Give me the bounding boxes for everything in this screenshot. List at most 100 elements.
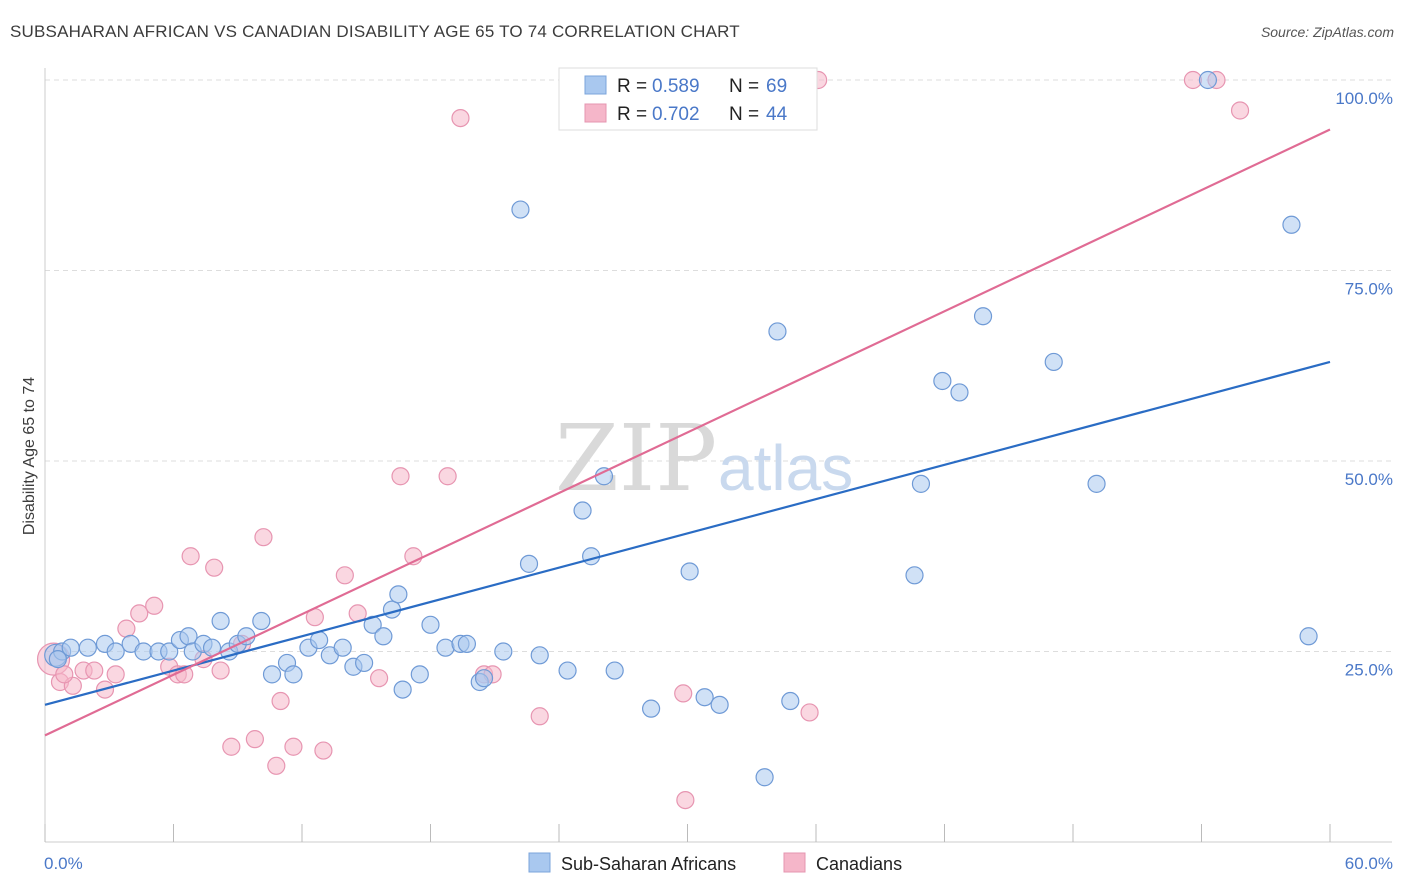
point-canadians-37 [800, 703, 819, 722]
point-canadians-7 [117, 619, 136, 638]
point-canadians-8 [130, 604, 149, 623]
point-canadians-25 [335, 566, 354, 585]
point-sub-saharan-48 [594, 467, 614, 486]
y-tick-label-100: 100.0% [1335, 89, 1393, 108]
grid-layer [45, 79, 1392, 652]
legend-swatch-sub-saharan [528, 852, 551, 873]
ticks-layer: 25.0% 50.0% 75.0% 100.0% 0.0% 60.0% [44, 89, 1393, 873]
point-sub-saharan-40 [474, 669, 494, 688]
point-canadians-16 [222, 737, 241, 756]
point-sub-saharan-44 [530, 646, 549, 665]
legend-n-value-2: 44 [766, 104, 788, 125]
point-sub-saharan-36 [436, 638, 455, 657]
point-sub-saharan-41 [494, 642, 513, 661]
point-sub-saharan-51 [680, 562, 699, 581]
point-canadians-9 [145, 596, 164, 615]
trendline-sub-saharan [44, 360, 1331, 706]
point-canadians-31 [451, 108, 470, 128]
point-sub-saharan-3 [78, 638, 97, 657]
legend-label-canadians: Canadians [816, 854, 902, 874]
legend-n-label-1: N = [729, 76, 759, 97]
point-sub-saharan-5 [106, 642, 125, 661]
point-sub-saharan-52 [695, 688, 714, 707]
legend-label-sub-saharan: Sub-Saharan Africans [561, 854, 736, 874]
point-sub-saharan-9 [160, 642, 179, 661]
point-sub-saharan-47 [582, 547, 601, 566]
point-sub-saharan-50 [641, 699, 661, 718]
point-canadians-42 [55, 665, 74, 684]
point-sub-saharan-26 [333, 638, 352, 657]
point-sub-saharan-19 [252, 611, 271, 631]
x-tick-label-min: 0.0% [44, 854, 83, 873]
point-canadians-19 [254, 528, 273, 547]
point-sub-saharan-30 [374, 627, 393, 646]
point-canadians-28 [391, 467, 410, 486]
point-sub-saharan-56 [781, 691, 800, 711]
points-layer [36, 70, 1318, 810]
point-canadians-30 [438, 467, 457, 486]
legend-r-label-1: R = [617, 76, 647, 97]
point-canadians-18 [245, 730, 264, 749]
point-sub-saharan-61 [950, 383, 969, 402]
point-sub-saharan-11 [179, 627, 198, 646]
point-sub-saharan-22 [284, 665, 303, 684]
y-axis-label: Disability Age 65 to 74 [21, 377, 38, 535]
legend-swatch-canadians [783, 852, 806, 873]
point-sub-saharan-38 [457, 634, 477, 653]
point-sub-saharan-55 [768, 322, 787, 341]
point-sub-saharan-53 [710, 695, 729, 714]
series-legend: Sub-Saharan Africans Canadians [528, 852, 902, 874]
point-sub-saharan-35 [421, 615, 440, 634]
point-sub-saharan-32 [389, 585, 408, 604]
y-tick-label-50: 50.0% [1345, 470, 1393, 489]
legend-r-label-2: R = [617, 104, 647, 125]
point-sub-saharan-45 [558, 661, 577, 680]
watermark-zip: ZIP [555, 405, 717, 512]
point-canadians-35 [674, 684, 693, 703]
chart-title: SUBSAHARAN AFRICAN VS CANADIAN DISABILIT… [10, 22, 740, 41]
point-sub-saharan-65 [1198, 70, 1218, 90]
legend-n-label-2: N = [729, 104, 759, 125]
legend-swatch-pink [584, 103, 607, 123]
point-sub-saharan-42 [511, 200, 530, 219]
point-sub-saharan-49 [605, 661, 624, 680]
point-sub-saharan-28 [355, 653, 374, 673]
point-sub-saharan-15 [211, 611, 230, 631]
point-sub-saharan-59 [911, 474, 931, 493]
point-sub-saharan-66 [1282, 215, 1301, 234]
axes-layer [44, 68, 1392, 843]
point-sub-saharan-34 [410, 665, 429, 684]
point-canadians-24 [314, 741, 333, 760]
point-canadians-6 [106, 665, 125, 684]
legend-swatch-blue [584, 75, 607, 95]
point-sub-saharan-43 [519, 554, 539, 573]
point-canadians-14 [205, 558, 224, 577]
point-canadians-21 [271, 691, 290, 711]
point-sub-saharan-58 [905, 566, 924, 585]
point-sub-saharan-68 [48, 650, 67, 669]
legend-r-value-1: 0.589 [652, 76, 700, 97]
point-sub-saharan-46 [573, 501, 592, 520]
y-tick-label-75: 75.0% [1345, 280, 1393, 299]
point-sub-saharan-33 [393, 680, 412, 699]
source-credit: Source: ZipAtlas.com [1260, 24, 1394, 40]
point-canadians-12 [181, 547, 200, 566]
trend-layer [44, 128, 1331, 737]
point-sub-saharan-63 [1044, 352, 1063, 372]
legend-r-value-2: 0.702 [652, 104, 700, 125]
point-sub-saharan-60 [933, 371, 952, 391]
legend-n-value-1: 69 [766, 76, 787, 97]
point-sub-saharan-67 [1299, 627, 1318, 646]
watermark-atlas: atlas [718, 432, 853, 504]
point-canadians-34 [530, 707, 549, 726]
correlation-legend: R = 0.589 N = 69 R = 0.702 N = 44 [558, 67, 818, 131]
point-canadians-15 [211, 661, 230, 680]
point-canadians-20 [267, 756, 286, 775]
point-canadians-36 [676, 790, 695, 810]
point-sub-saharan-62 [973, 307, 993, 326]
trendline-canadians [44, 128, 1331, 737]
point-sub-saharan-20 [262, 665, 282, 684]
point-sub-saharan-64 [1087, 474, 1106, 493]
point-canadians-41 [1230, 101, 1250, 120]
